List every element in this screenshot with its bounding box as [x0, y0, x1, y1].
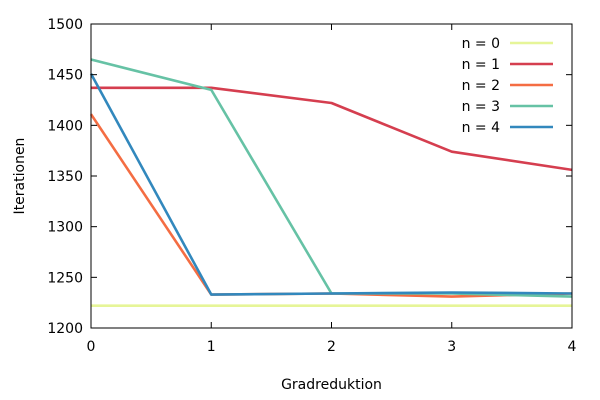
legend-label: n = 1	[462, 57, 500, 73]
legend: n = 0 n = 1 n = 2 n = 3 n = 4	[462, 36, 553, 136]
legend-entry: n = 2	[462, 78, 553, 94]
series-layer	[89, 58, 573, 308]
legend-label: n = 0	[462, 36, 500, 52]
y-tick-label: 1200	[47, 321, 83, 337]
x-tick-label: 3	[447, 339, 456, 355]
y-tick-label: 1300	[47, 220, 83, 236]
legend-label: n = 3	[462, 99, 500, 115]
x-tick-label: 2	[327, 339, 336, 355]
y-tick-label: 1450	[47, 68, 83, 84]
legend-entry: n = 0	[462, 36, 553, 52]
ticks-layer: 1200 1250 1300 1350 1400 1450 1500 0 1 2 3 4	[47, 17, 576, 355]
x-tick-label: 1	[207, 339, 216, 355]
legend-entry: n = 3	[462, 99, 553, 115]
legend-entry: n = 1	[462, 57, 553, 73]
legend-label: n = 4	[462, 120, 501, 136]
y-tick-label: 1400	[47, 118, 83, 134]
legend-entry: n = 4	[462, 120, 553, 136]
y-tick-label: 1350	[47, 169, 83, 185]
x-tick-label: 4	[568, 339, 577, 355]
y-tick-label: 1500	[47, 17, 83, 33]
series-line-n4	[89, 73, 573, 296]
x-axis-title: Gradreduktion	[281, 377, 382, 393]
x-tick-label: 0	[87, 339, 96, 355]
y-axis-title: Iterationen	[12, 138, 28, 215]
y-tick-label: 1250	[47, 270, 83, 286]
legend-label: n = 2	[462, 78, 500, 94]
series-line-n1	[91, 86, 573, 172]
